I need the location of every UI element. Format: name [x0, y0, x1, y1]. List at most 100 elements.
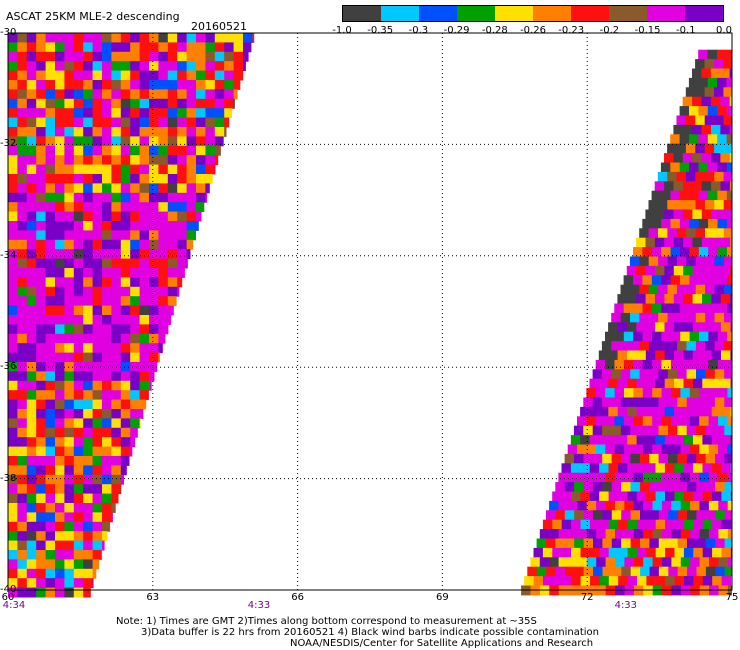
data-cell — [55, 117, 65, 128]
data-cell — [36, 493, 47, 504]
data-cell — [17, 568, 28, 579]
data-cell — [708, 275, 719, 286]
data-cell — [177, 42, 188, 53]
data-cell — [730, 265, 732, 276]
data-cell — [120, 446, 131, 457]
data-cell — [149, 145, 159, 156]
data-cell — [102, 380, 112, 391]
data-cell — [707, 77, 718, 88]
colorbar-tick-label: -0.35 — [367, 25, 394, 36]
data-cell — [690, 500, 700, 511]
data-cell — [673, 265, 684, 276]
data-cell — [626, 294, 637, 304]
data-cell — [92, 108, 103, 119]
data-cell — [111, 117, 122, 128]
data-cell — [8, 371, 18, 382]
data-cell — [36, 258, 47, 269]
data-cell — [698, 134, 709, 145]
data-cell — [64, 33, 75, 43]
data-cell — [26, 211, 37, 222]
data-cell — [661, 472, 672, 483]
data-cell — [724, 341, 732, 351]
data-cell — [158, 33, 169, 43]
data-cell — [645, 237, 656, 248]
data-cell — [64, 239, 75, 250]
data-cell — [55, 33, 65, 43]
data-cell — [708, 472, 719, 483]
data-cell — [177, 108, 188, 119]
data-cell — [693, 547, 704, 558]
data-cell — [26, 127, 37, 137]
data-cell — [177, 155, 188, 166]
data-cell — [149, 136, 159, 147]
data-cell — [655, 576, 666, 586]
data-cell — [26, 249, 37, 260]
data-cell — [45, 296, 56, 307]
data-cell — [549, 557, 560, 568]
data-cell — [83, 587, 91, 598]
data-cell — [592, 369, 603, 380]
data-cell — [111, 51, 122, 62]
data-cell — [648, 312, 659, 323]
data-cell — [139, 192, 150, 203]
data-cell — [704, 87, 715, 98]
note-line-3: NOAA/NESDIS/Center for Satellite Applica… — [290, 638, 594, 649]
data-cell — [17, 503, 28, 513]
data-cell — [102, 390, 112, 401]
data-cell — [64, 221, 75, 231]
data-cell — [224, 108, 232, 119]
data-cell — [186, 51, 197, 62]
data-cell — [64, 296, 75, 307]
data-cell — [633, 247, 643, 257]
data-cell — [8, 51, 18, 62]
data-cell — [561, 576, 572, 586]
data-cell — [36, 98, 47, 109]
data-cell — [680, 529, 691, 539]
data-cell — [92, 145, 103, 156]
map-frame — [7, 32, 733, 591]
data-cell — [646, 519, 657, 530]
data-cell — [167, 117, 178, 128]
data-cell — [36, 380, 47, 391]
data-cell — [683, 237, 693, 248]
data-cell — [704, 171, 715, 182]
data-cell — [177, 51, 188, 62]
data-cell — [682, 124, 693, 135]
data-cell — [698, 106, 709, 116]
data-cell — [626, 265, 637, 276]
data-cell — [64, 192, 75, 203]
data-cell — [567, 444, 578, 455]
data-cell — [658, 341, 669, 351]
data-cell — [708, 190, 718, 201]
data-cell — [92, 362, 103, 372]
data-cell — [17, 70, 28, 81]
data-cell — [26, 390, 37, 401]
data-cell — [102, 221, 112, 231]
data-cell — [673, 294, 684, 304]
data-cell — [590, 576, 600, 586]
data-cell — [26, 333, 37, 344]
data-cell — [721, 463, 732, 474]
data-cell — [552, 576, 563, 586]
data-cell — [682, 181, 693, 192]
data-cell — [689, 247, 700, 257]
data-cell — [552, 547, 563, 558]
data-cell — [705, 566, 716, 577]
lat-tick-label: -30 — [0, 27, 17, 38]
data-cell — [690, 529, 701, 539]
data-cell — [92, 418, 103, 429]
data-cell — [692, 378, 703, 389]
data-cell — [36, 117, 47, 128]
data-cell — [676, 200, 687, 210]
data-cell — [73, 540, 84, 551]
data-cell — [55, 352, 65, 363]
data-cell — [698, 190, 709, 201]
data-cell — [8, 493, 18, 504]
data-cell — [726, 134, 732, 145]
data-cell — [17, 127, 28, 137]
data-cell — [670, 275, 681, 286]
data-cell — [102, 465, 112, 476]
data-cell — [17, 484, 28, 495]
data-cell — [102, 512, 112, 523]
data-cell — [102, 258, 112, 269]
